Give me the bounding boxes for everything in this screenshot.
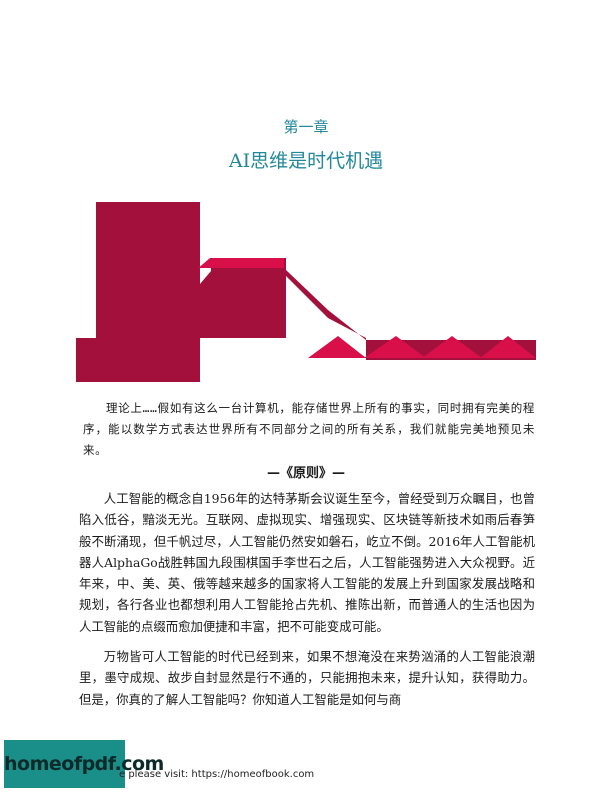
epigraph-text: 理论上……假如有这么一台计算机，能存储世界上所有的事实，同时拥有完美的程序，能以…	[83, 401, 535, 457]
epigraph: 理论上……假如有这么一台计算机，能存储世界上所有的事实，同时拥有完美的程序，能以…	[83, 398, 535, 461]
chapter-number: 第一章	[283, 118, 329, 136]
banner-peak-4	[480, 336, 536, 358]
paragraph-1: 人工智能的概念自1956年的达特茅斯会议诞生至今，曾经受到万众瞩目，也曾陷入低谷…	[79, 491, 535, 634]
banner-peak-2	[364, 336, 426, 358]
epigraph-source: —《原则》—	[266, 466, 345, 481]
banner-step-highlight	[196, 258, 284, 270]
chapter-banner-graphic	[76, 202, 536, 382]
banner-notch	[211, 338, 286, 382]
site-logo[interactable]: homeofpdf.com	[4, 740, 164, 788]
banner-peak-1	[308, 336, 366, 358]
paragraph-2: 万物皆可人工智能的时代已经到来，如果不想淹没在来势汹涌的人工智能浪潮里，墨守成规…	[79, 649, 535, 707]
banner-shapes	[76, 202, 536, 382]
banner-peak-3	[422, 336, 482, 358]
chapter-title: AI思维是时代机遇	[228, 150, 384, 172]
body-text: 人工智能的概念自1956年的达特茅斯会议诞生至今，曾经受到万众瞩目，也曾陷入低谷…	[79, 488, 535, 719]
banner-main-block	[76, 202, 536, 382]
footer-link-text[interactable]: e please visit: https://homeofbook.com	[119, 769, 315, 780]
